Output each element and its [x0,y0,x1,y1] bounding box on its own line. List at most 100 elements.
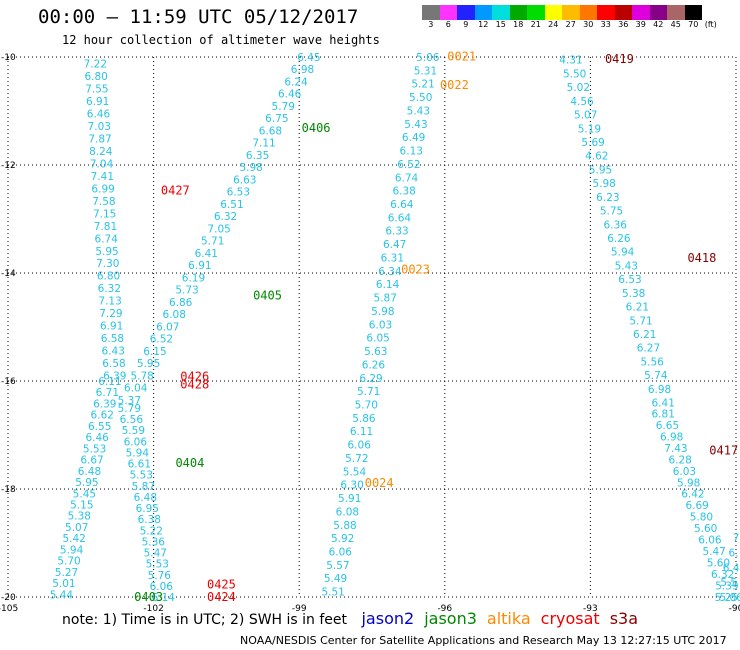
swh-value: 5.43 [407,105,430,117]
lon-label: -93 [583,604,598,614]
scale-label: 3 [428,20,434,29]
swh-value: 6.08 [163,309,186,321]
swh-value: 5.71 [357,386,380,398]
swh-value: 6.98 [648,384,671,396]
lon-label: -99 [292,604,307,614]
swh-value: 6.99 [91,183,114,195]
pass-label: 0024 [365,476,394,490]
scale-swatch [614,5,632,20]
swh-value: 6.53 [618,274,641,286]
swh-value: 5.49 [324,573,347,585]
swh-value: 5.44 [50,589,74,601]
lat-label: -18 [1,485,16,495]
color-scale-boxes [422,5,720,20]
scale-swatch [439,5,457,20]
swh-value: 5.75 [600,206,623,218]
scale-label: 39 [635,20,646,29]
swh-value: 6.32 [214,211,237,223]
pass-label: 0418 [687,251,716,265]
swh-value: 6.56 [120,414,144,426]
satellite-cryosat: cryosat [540,609,600,628]
scale-swatch [597,5,615,20]
swh-value: 5.50 [563,68,586,80]
swh-value: 6.80 [97,271,120,283]
swh-value: 6.29 [359,373,382,385]
swh-value: 6.69 [685,500,708,512]
swh-value: 6.52 [397,159,420,171]
swh-value: 7.41 [91,171,114,183]
swh-value: 6.28 [668,454,691,466]
footer-note: note: 1) Time is in UTC; 2) SWH is in fe… [62,609,638,628]
swh-value: 6.13 [400,146,423,158]
swh-value: 7.81 [94,221,117,233]
swh-value: 6.46 [85,432,109,444]
swh-value: 5.27 [55,567,78,579]
swh-value: 6.11 [98,376,121,388]
swh-value: 6.30 [340,480,363,492]
lon-label: -105 [0,604,18,614]
swh-value: 5.38 [622,288,645,300]
swh-value: 6.07 [156,321,179,333]
pass-label: 0426 [180,370,209,384]
swh-value: 5.15 [70,499,93,511]
swh-value: 5.39 [715,581,738,593]
swh-value: 5.95 [589,164,612,176]
swh-value: 6.06 [698,535,722,547]
swh-value: 6.43 [102,346,125,358]
swh-value: 5.01 [52,578,75,590]
swh-value: 6.48 [78,466,101,478]
swh-value: 6.23 [596,192,619,204]
credit-line: NOAA/NESDIS Center for Satellite Applica… [240,634,727,647]
swh-value: 6.05 [366,333,389,345]
pass-label: 0425 [207,578,236,592]
swh-value: 5.92 [331,533,354,545]
swh-value: 6.53 [227,187,250,199]
swh-value: 6.48 [134,492,157,504]
swh-value: 5.25 [715,592,738,604]
swh-value: 7.55 [85,83,108,95]
swh-value: 6.91 [86,96,109,108]
swh-value: 6.46 [278,89,302,101]
swh-value: 7.15 [93,208,116,220]
swh-value: 5.37 [118,395,141,407]
swh-value: 5.53 [83,443,106,455]
swh-value: 7.03 [88,121,111,133]
scale-label: 6 [445,20,451,29]
swh-value: 6.31 [381,252,404,264]
swh-value: 5.36 [142,536,166,548]
swh-value: 6.26 [607,233,631,245]
swh-value: 5.74 [644,370,668,382]
swh-value: 5.69 [581,137,604,149]
swh-value: 5.50 [409,92,432,104]
scale-swatch [632,5,650,20]
pass-label: 0406 [302,121,331,135]
scale-label: 30 [583,20,594,29]
swh-value: 5.53 [146,559,169,571]
lat-label: -10 [1,53,16,63]
swh-value: 5.87 [374,293,397,305]
swh-value: 5.42 [62,533,85,545]
scale-label: 27 [565,20,576,29]
swh-value: 5.73 [175,285,198,297]
swh-value: 5.98 [677,477,700,489]
swh-value: 5.53 [130,470,153,482]
swh-value: 5.54 [343,466,367,478]
swh-value: 6.51 [220,199,243,211]
pass-label: 0405 [253,289,282,303]
swh-value: 5.79 [272,101,295,113]
scale-swatch [422,5,440,20]
swh-value: 5.72 [345,453,368,465]
swh-value: 4.31 [559,55,582,67]
swh-value: 7.43 [664,443,687,455]
swh-value: 5.70 [355,399,378,411]
swh-value: 6.19 [182,272,205,284]
satellite-jason2: jason2 [361,609,415,628]
swh-value: 5.76 [148,570,172,582]
swh-value: 7.04 [90,158,114,170]
scale-swatch [562,5,580,20]
pass-label: 0021 [447,49,476,63]
swh-value: 5.07 [574,110,597,122]
swh-value: 5.47 [702,546,725,558]
swh-value: 6.08 [336,506,359,518]
scale-swatch [457,5,475,20]
